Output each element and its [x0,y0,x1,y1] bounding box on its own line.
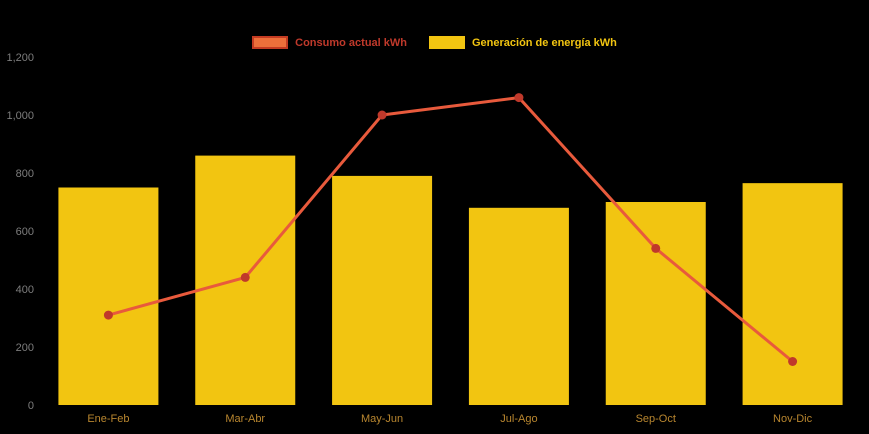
legend-item-consumption[interactable]: Consumo actual kWh [252,36,407,49]
y-axis-tick-label: 1,200 [6,52,34,64]
generation-bar-May-Jun[interactable] [332,175,433,405]
y-axis-tick-label: 400 [16,284,34,296]
generation-legend-label: Generación de energía kWh [471,36,617,49]
legend-item-generation[interactable]: Generación de energía kWh [428,36,617,49]
y-axis-tick-label: 800 [16,168,34,180]
consumption-point-Jul-Ago[interactable] [514,93,524,103]
y-axis-tick-label: 0 [28,400,34,412]
chart-legend: Consumo actual kWh Generación de energía… [0,36,869,49]
consumption-point-Mar-Abr[interactable] [240,272,250,282]
consumption-legend-label: Consumo actual kWh [295,36,407,49]
consumption-point-May-Jun[interactable] [377,110,387,120]
x-axis-label: Mar-Abr [225,413,265,425]
generation-bar-Sep-Oct[interactable] [605,202,706,405]
consumption-line [106,96,795,363]
generation-bar-Jul-Ago[interactable] [468,207,569,405]
consumption-legend-swatch [252,36,289,49]
y-axis-tick-label: 200 [16,342,34,354]
x-axis-label: Jul-Ago [500,413,537,425]
y-axis-tick-label: 600 [16,226,34,238]
generation-bar-Nov-Dic[interactable] [742,183,843,405]
consumption-point-Ene-Feb[interactable] [103,310,113,320]
x-axis-label: Nov-Dic [773,413,813,425]
consumption-point-Sep-Oct[interactable] [651,243,661,253]
x-axis-label: May-Jun [361,413,403,425]
generation-bar-Ene-Feb[interactable] [58,187,159,406]
x-axis-label: Sep-Oct [636,413,676,425]
generation-legend-swatch [428,36,465,49]
y-axis-tick-label: 1,000 [6,110,34,122]
x-axis-label: Ene-Feb [87,413,129,425]
consumption-point-Nov-Dic[interactable] [788,357,798,366]
